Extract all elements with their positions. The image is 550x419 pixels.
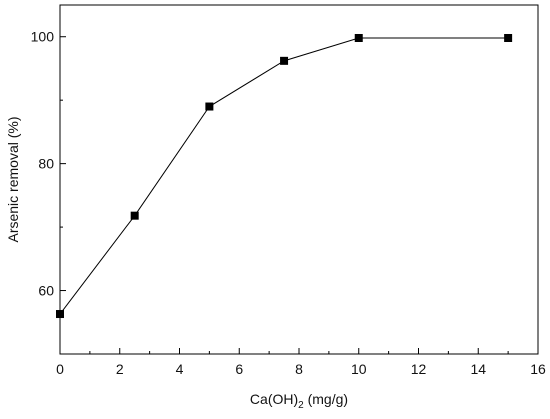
data-point (504, 33, 513, 42)
data-point (354, 33, 363, 42)
x-tick-label: 8 (295, 361, 303, 377)
x-axis-label-unit: (mg/g) (304, 391, 348, 407)
series-layer (56, 33, 513, 319)
x-tick-label: 0 (56, 361, 64, 377)
x-tick-label: 16 (530, 361, 546, 377)
series-line (59, 37, 509, 315)
x-axis-label-subscript: 2 (298, 400, 304, 411)
tick-marks (59, 36, 539, 354)
plot-frame (59, 4, 539, 355)
x-tick-label: 10 (351, 361, 367, 377)
y-tick-label: 100 (31, 29, 55, 45)
x-axis-label-main: Ca(OH) (250, 391, 298, 407)
y-tick-labels: 60 80 100 (31, 29, 55, 299)
x-tick-labels: 0 2 4 6 8 10 12 14 16 (56, 361, 546, 377)
x-axis-label: Ca(OH)2 (mg/g) (250, 391, 348, 411)
data-point (205, 102, 214, 111)
data-point (56, 310, 64, 319)
x-tick-label: 12 (411, 361, 427, 377)
y-tick-label: 80 (38, 156, 54, 172)
x-tick-label: 6 (235, 361, 243, 377)
y-tick-label: 60 (38, 283, 54, 299)
x-tick-label: 14 (470, 361, 486, 377)
data-point (130, 211, 139, 220)
y-axis-label: Arsenic removal (%) (5, 116, 21, 242)
data-point (280, 56, 289, 65)
x-tick-label: 4 (176, 361, 184, 377)
x-tick-label: 2 (116, 361, 124, 377)
